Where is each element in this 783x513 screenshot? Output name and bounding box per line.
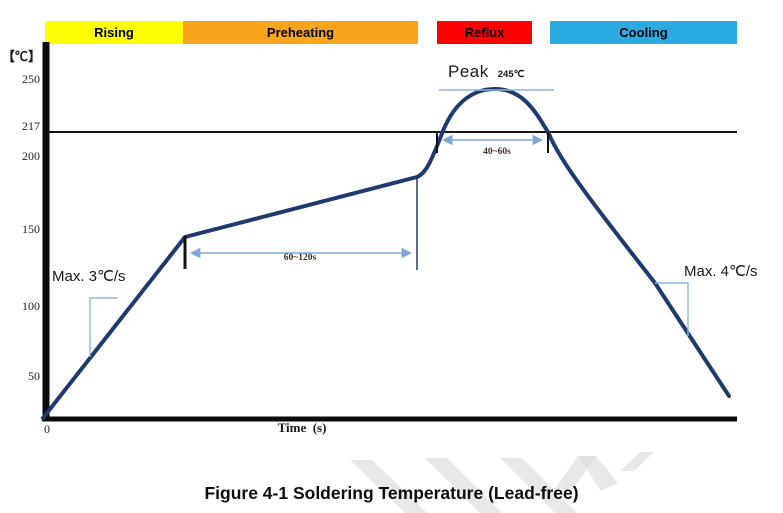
watermark-stripe bbox=[350, 460, 427, 513]
phase-banner-cooling: Cooling bbox=[550, 21, 737, 44]
peak-annotation: Peak 245℃ bbox=[448, 62, 524, 82]
y-tick-200: 200 bbox=[22, 149, 40, 163]
peak-value: 245℃ bbox=[497, 69, 525, 80]
y-tick-150: 150 bbox=[22, 222, 40, 236]
rising-slope-label: Max. 3℃/s bbox=[52, 268, 126, 285]
cooling-slope-label: Max. 4℃/s bbox=[684, 263, 758, 280]
x-axis-label: Time (s) bbox=[277, 420, 327, 435]
phase-label-reflux: Reflux bbox=[464, 25, 505, 40]
watermark-stripe bbox=[620, 452, 654, 471]
reflux-duration-label: 40~60s bbox=[483, 147, 511, 157]
watermark-stripe bbox=[500, 458, 577, 513]
preheat-duration-label: 60~120s bbox=[283, 253, 317, 263]
figure-caption: Figure 4-1 Soldering Temperature (Lead-f… bbox=[204, 483, 579, 503]
watermark-stripe bbox=[578, 456, 618, 491]
rising-slope-indicator bbox=[89, 297, 118, 357]
phase-banner-reflux: Reflux bbox=[437, 21, 532, 44]
watermark bbox=[350, 452, 654, 513]
y-tick-217: 217 bbox=[22, 119, 40, 133]
phase-label-rising: Rising bbox=[94, 25, 134, 40]
phase-label-preheating: Preheating bbox=[266, 25, 335, 40]
y-tick-100: 100 bbox=[22, 299, 40, 313]
peak-label: Peak bbox=[448, 62, 489, 81]
phase-banner-rising: Rising bbox=[45, 21, 183, 44]
phase-banner-preheating: Preheating bbox=[183, 21, 418, 44]
phase-label-cooling: Cooling bbox=[619, 25, 668, 40]
y-tick-50: 50 bbox=[28, 369, 40, 383]
watermark-stripe bbox=[425, 458, 502, 513]
cooling-slope-indicator bbox=[655, 282, 689, 336]
y-axis-unit: 【℃】 bbox=[2, 49, 42, 64]
origin-label: 0 bbox=[44, 422, 50, 436]
y-tick-250: 250 bbox=[22, 72, 40, 86]
